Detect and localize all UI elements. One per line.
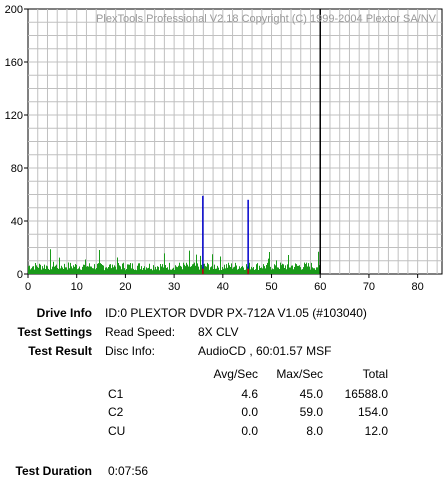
stats-row-name: CU	[108, 424, 126, 438]
x-axis: 0 10 20 30 40 50 60 70 80	[25, 274, 424, 293]
stats-cell-avg: 4.6	[241, 387, 258, 401]
x-tick-label: 40	[217, 281, 229, 293]
y-tick-label: 40	[11, 216, 23, 228]
stats-row-name: C1	[108, 387, 124, 401]
error-rate-chart: 0 40 80 120 160 200 0 10 20 30 40 50 60 70 80 PlexToo…	[5, 4, 443, 293]
disc-info-key: Disc Info:	[105, 344, 156, 358]
disc-info-value: AudioCD , 60:01.57 MSF	[198, 344, 332, 358]
y-tick-label: 200	[5, 4, 23, 16]
stats-cell-total: 16588.0	[344, 387, 388, 401]
grid-lines	[28, 9, 442, 274]
x-tick-label: 10	[71, 281, 83, 293]
stats-cell-max: 59.0	[299, 405, 323, 419]
stats-cell-total: 154.0	[357, 405, 388, 419]
watermark-text: PlexTools Professional V2.18 Copyright (…	[96, 13, 437, 25]
y-axis: 0 40 80 120 160 200	[5, 4, 28, 281]
stats-cell-max: 8.0	[306, 424, 323, 438]
x-tick-label: 70	[363, 281, 375, 293]
x-tick-label: 60	[314, 281, 326, 293]
stats-cell-max: 45.0	[299, 387, 323, 401]
c1-series	[28, 9, 321, 274]
y-tick-label: 120	[5, 110, 23, 122]
y-tick-label: 160	[5, 57, 23, 69]
stats-cell-total: 12.0	[364, 424, 388, 438]
stats-cell-avg: 0.0	[241, 405, 258, 419]
x-tick-label: 80	[412, 281, 424, 293]
x-tick-label: 20	[119, 281, 131, 293]
read-speed-key: Read Speed:	[105, 325, 176, 339]
stats-header-max: Max/Sec	[276, 367, 323, 381]
test-settings-label: Test Settings	[17, 325, 92, 339]
drive-info-label: Drive Info	[36, 306, 92, 320]
x-tick-label: 50	[265, 281, 277, 293]
read-speed-value: 8X CLV	[198, 325, 239, 339]
drive-info-value: ID:0 PLEXTOR DVDR PX-712A V1.05 (#103040…	[105, 306, 367, 320]
test-duration-value: 0:07:56	[108, 464, 149, 478]
test-duration-label: Test Duration	[15, 464, 92, 478]
stats-header-total: Total	[362, 367, 388, 381]
stats-header-avg: Avg/Sec	[213, 367, 258, 381]
x-tick-label: 30	[168, 281, 180, 293]
test-result-label: Test Result	[28, 344, 92, 358]
y-tick-label: 80	[11, 163, 23, 175]
y-tick-label: 0	[17, 269, 23, 281]
x-tick-label: 0	[25, 281, 31, 293]
stats-row-name: C2	[108, 405, 124, 419]
stats-cell-avg: 0.0	[241, 424, 258, 438]
c2-cu-series	[202, 195, 249, 274]
